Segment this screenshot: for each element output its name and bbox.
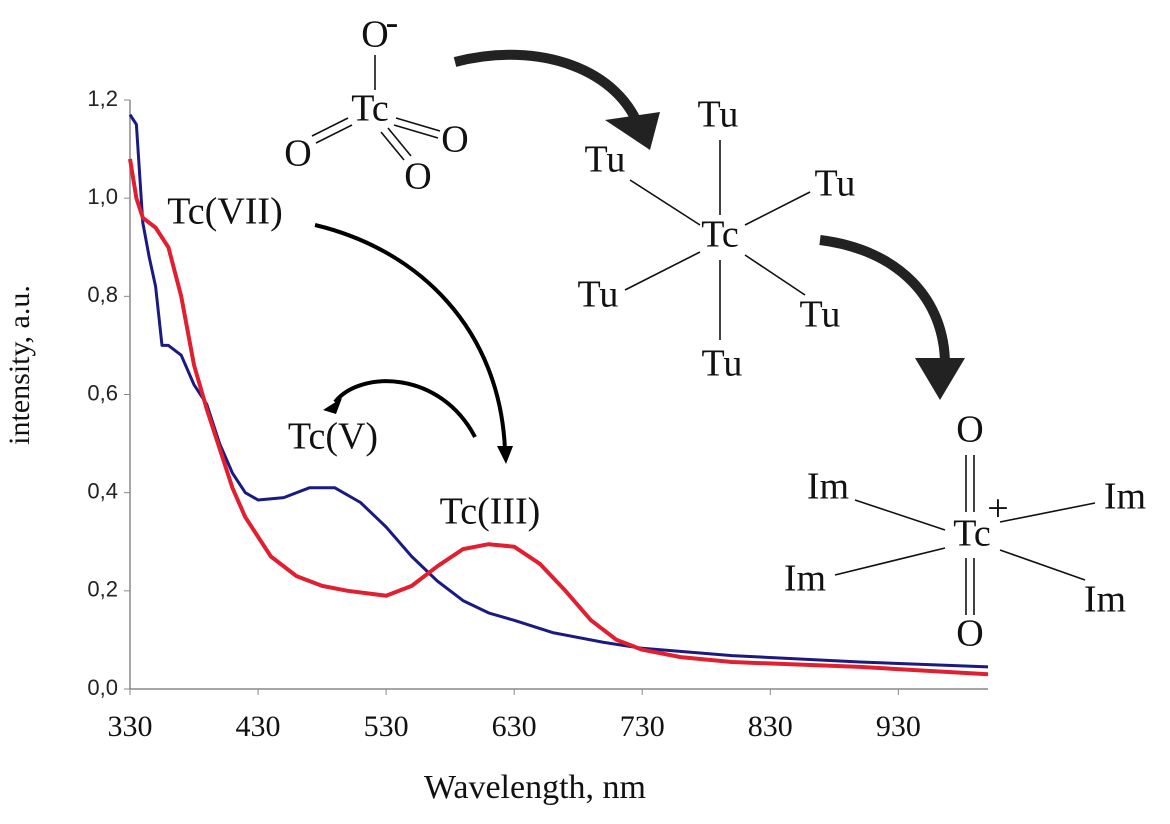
atom: O	[956, 409, 983, 451]
annotation: Tc(V)	[288, 416, 378, 458]
plot	[128, 113, 989, 677]
atom: Tc	[701, 214, 738, 256]
structure-pertechnetate: Tc - O O O O	[284, 2, 468, 198]
atom: Tu	[585, 139, 626, 181]
y-axis-label: intensity, a.u.	[3, 285, 36, 445]
atom: Tu	[698, 94, 739, 136]
atom: Tu	[800, 294, 841, 336]
atom: Im	[1104, 476, 1146, 518]
atom: Im	[784, 558, 826, 600]
atom: O	[284, 133, 311, 175]
structure-thiourea: Tc Tu Tu Tu Tu Tu Tu	[578, 94, 856, 385]
line-series	[128, 158, 989, 677]
x-tick-label: 430	[236, 710, 281, 743]
x-tick-label: 730	[620, 710, 665, 743]
charge: -	[386, 2, 399, 44]
y-tick-label: 0,2	[87, 577, 118, 602]
y-tick-label: 0,4	[87, 478, 118, 503]
x-tick-label: 830	[748, 710, 793, 743]
atom: Tu	[815, 163, 856, 205]
x-tick-label: 930	[876, 710, 921, 743]
atom: Tu	[578, 274, 619, 316]
atom: Tc	[953, 513, 990, 555]
atom: O	[441, 119, 468, 161]
reaction-arrows	[314, 49, 965, 464]
atom: O	[956, 613, 983, 655]
atom: Im	[807, 466, 849, 508]
atom: Tu	[702, 343, 743, 385]
annotation: Tc(III)	[440, 491, 541, 533]
annotation: Tc(VII)	[167, 191, 282, 233]
axes: 0,0 0,2 0,4 0,6 0,8 1,0 1,2 330 430 530 630 730 830 9…	[87, 86, 988, 743]
x-axis-label: Wavelength, nm	[424, 769, 646, 806]
x-tick-label: 330	[108, 710, 153, 743]
y-tick-label: 0,8	[87, 282, 118, 307]
y-tick-label: 1,0	[87, 184, 118, 209]
y-tick-label: 0,6	[87, 380, 118, 405]
x-tick-label: 530	[364, 710, 409, 743]
y-tick-label: 0,0	[87, 675, 118, 700]
x-tick-label: 630	[492, 710, 537, 743]
charge: +	[987, 488, 1008, 530]
atom: Im	[1084, 579, 1126, 621]
atom: O	[404, 156, 431, 198]
structure-imidazole: Tc + O O Im Im Im Im	[784, 409, 1146, 655]
y-tick-label: 1,2	[87, 86, 118, 111]
atom: O	[361, 14, 388, 56]
atom: Tc	[351, 88, 388, 130]
line-series	[128, 113, 989, 669]
